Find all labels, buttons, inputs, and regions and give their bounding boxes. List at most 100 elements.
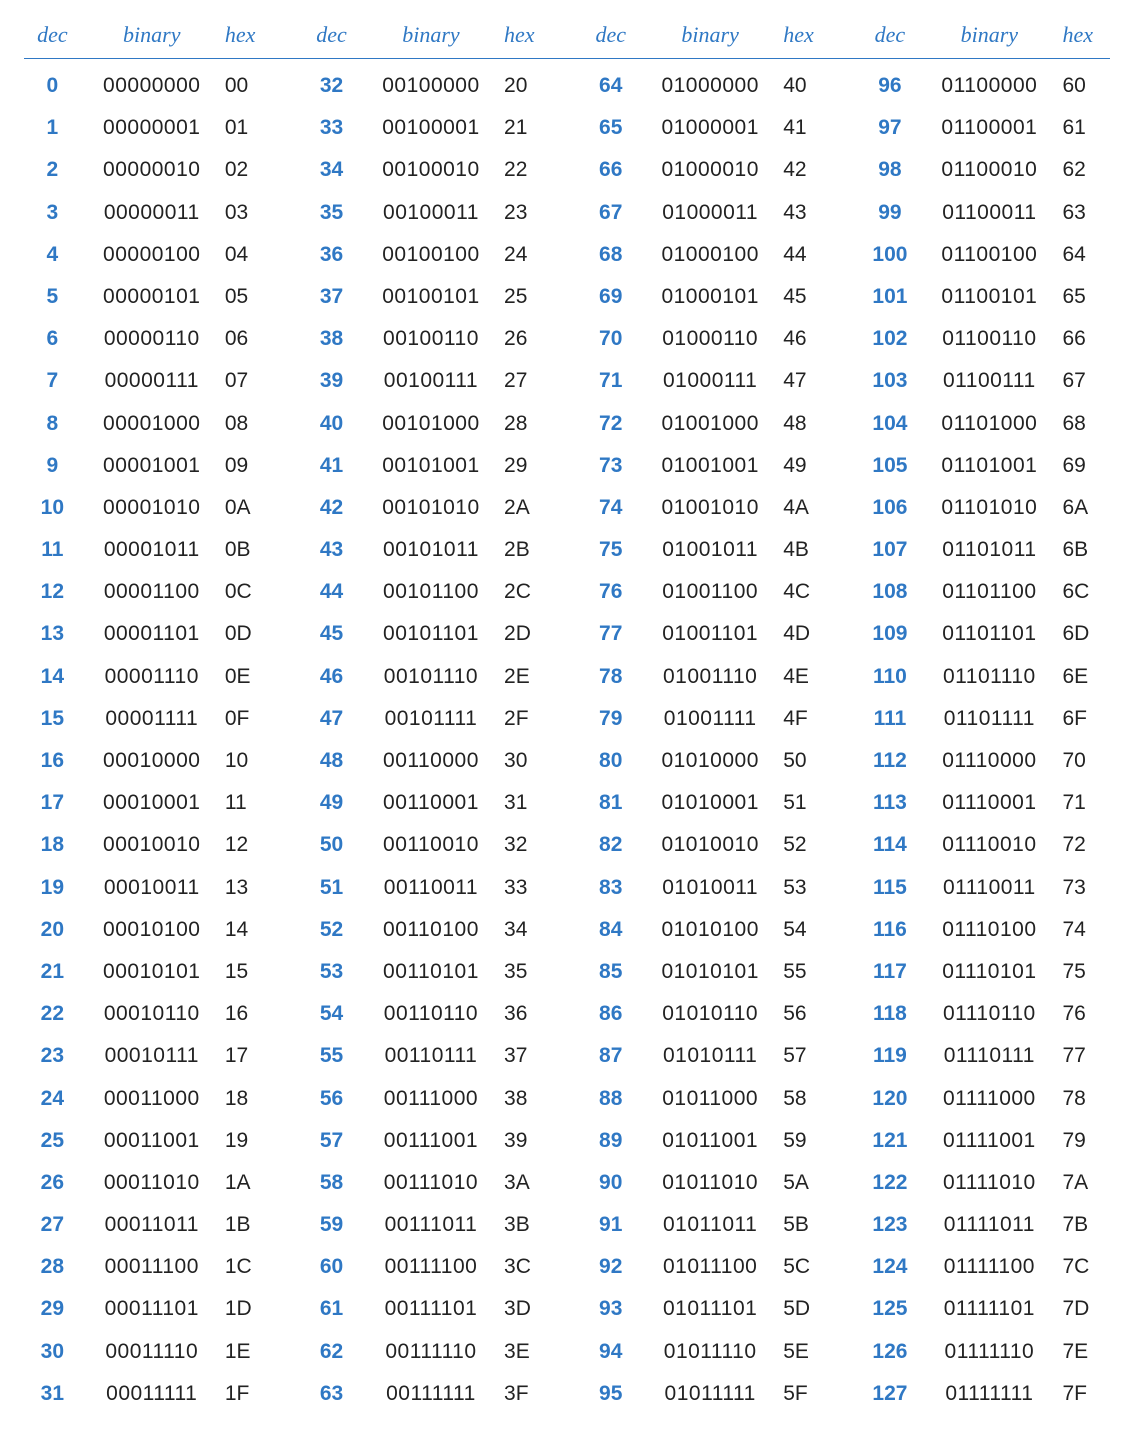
- cell-hex: 69: [1060, 444, 1110, 486]
- cell-gap: [552, 613, 583, 655]
- col-header-hex: hex: [781, 18, 830, 59]
- cell-binary: 01100010: [918, 149, 1060, 191]
- table-row: 2100010101155300110101358501010101551170…: [24, 950, 1110, 992]
- cell-binary: 00101011: [360, 529, 502, 571]
- cell-dec: 124: [862, 1246, 919, 1288]
- cell-dec: 94: [582, 1330, 639, 1372]
- cell-gap: [552, 529, 583, 571]
- table-body: 0000000000032001000002064010000004096011…: [24, 59, 1110, 1415]
- cell-dec: 115: [862, 866, 919, 908]
- cell-gap: [831, 318, 862, 360]
- cell-hex: 03: [223, 191, 272, 233]
- cell-binary: 00101101: [360, 613, 502, 655]
- cell-gap: [831, 993, 862, 1035]
- cell-binary: 00000010: [81, 149, 223, 191]
- col-header-binary: binary: [81, 18, 223, 59]
- cell-dec: 93: [582, 1288, 639, 1330]
- cell-hex: 01: [223, 107, 272, 149]
- cell-hex: 73: [1060, 866, 1110, 908]
- cell-dec: 20: [24, 908, 81, 950]
- cell-binary: 00111110: [360, 1330, 502, 1372]
- cell-dec: 65: [582, 107, 639, 149]
- cell-gap: [831, 233, 862, 275]
- cell-hex: 72: [1060, 824, 1110, 866]
- cell-binary: 00011111: [81, 1372, 223, 1414]
- cell-dec: 81: [582, 782, 639, 824]
- cell-hex: 0D: [223, 613, 272, 655]
- cell-dec: 96: [862, 59, 919, 107]
- cell-hex: 46: [781, 318, 830, 360]
- cell-binary: 00111011: [360, 1204, 502, 1246]
- cell-hex: 28: [502, 402, 551, 444]
- cell-binary: 00110101: [360, 950, 502, 992]
- cell-dec: 126: [862, 1330, 919, 1372]
- cell-hex: 04: [223, 233, 272, 275]
- cell-binary: 01011000: [639, 1077, 781, 1119]
- cell-gap: [831, 1288, 862, 1330]
- cell-dec: 100: [862, 233, 919, 275]
- cell-dec: 120: [862, 1077, 919, 1119]
- cell-gap: [831, 697, 862, 739]
- cell-dec: 85: [582, 950, 639, 992]
- cell-binary: 01111001: [918, 1119, 1060, 1161]
- cell-dec: 36: [303, 233, 360, 275]
- cell-hex: 1B: [223, 1204, 272, 1246]
- table-row: 28000111001C60001111003C92010111005C1240…: [24, 1246, 1110, 1288]
- cell-gap: [552, 571, 583, 613]
- cell-binary: 01111101: [918, 1288, 1060, 1330]
- cell-hex: 1A: [223, 1161, 272, 1203]
- cell-binary: 00011011: [81, 1204, 223, 1246]
- cell-hex: 06: [223, 318, 272, 360]
- cell-hex: 40: [781, 59, 830, 107]
- cell-binary: 00000111: [81, 360, 223, 402]
- cell-binary: 01100110: [918, 318, 1060, 360]
- cell-hex: 26: [502, 318, 551, 360]
- col-header-binary: binary: [360, 18, 502, 59]
- cell-dec: 29: [24, 1288, 81, 1330]
- table-row: 3000000110335001000112367010000114399011…: [24, 191, 1110, 233]
- cell-hex: 78: [1060, 1077, 1110, 1119]
- cell-dec: 122: [862, 1161, 919, 1203]
- cell-dec: 18: [24, 824, 81, 866]
- cell-gap: [272, 191, 303, 233]
- cell-binary: 01001110: [639, 655, 781, 697]
- cell-binary: 01010110: [639, 993, 781, 1035]
- cell-hex: 16: [223, 993, 272, 1035]
- cell-gap: [272, 908, 303, 950]
- table-row: 31000111111F63001111113F95010111115F1270…: [24, 1372, 1110, 1414]
- cell-binary: 01011011: [639, 1204, 781, 1246]
- col-header-dec: dec: [24, 18, 81, 59]
- col-gap: [272, 18, 303, 59]
- cell-binary: 00111001: [360, 1119, 502, 1161]
- cell-gap: [272, 740, 303, 782]
- cell-gap: [552, 233, 583, 275]
- table-row: 2500011001195700111001398901011001591210…: [24, 1119, 1110, 1161]
- cell-hex: 4D: [781, 613, 830, 655]
- cell-hex: 55: [781, 950, 830, 992]
- cell-binary: 01100100: [918, 233, 1060, 275]
- cell-binary: 00001010: [81, 486, 223, 528]
- cell-dec: 108: [862, 571, 919, 613]
- cell-hex: 13: [223, 866, 272, 908]
- cell-dec: 28: [24, 1246, 81, 1288]
- cell-dec: 101: [862, 275, 919, 317]
- col-header-hex: hex: [223, 18, 272, 59]
- cell-gap: [552, 740, 583, 782]
- cell-binary: 01111110: [918, 1330, 1060, 1372]
- cell-hex: 71: [1060, 782, 1110, 824]
- cell-dec: 78: [582, 655, 639, 697]
- cell-dec: 42: [303, 486, 360, 528]
- table-row: 27000110111B59001110113B91010110115B1230…: [24, 1204, 1110, 1246]
- cell-binary: 00100010: [360, 149, 502, 191]
- cell-dec: 112: [862, 740, 919, 782]
- cell-gap: [831, 191, 862, 233]
- cell-hex: 68: [1060, 402, 1110, 444]
- cell-binary: 00001111: [81, 697, 223, 739]
- cell-dec: 107: [862, 529, 919, 571]
- cell-gap: [831, 1246, 862, 1288]
- cell-hex: 2F: [502, 697, 551, 739]
- cell-hex: 00: [223, 59, 272, 107]
- cell-gap: [552, 402, 583, 444]
- cell-dec: 53: [303, 950, 360, 992]
- cell-binary: 01110011: [918, 866, 1060, 908]
